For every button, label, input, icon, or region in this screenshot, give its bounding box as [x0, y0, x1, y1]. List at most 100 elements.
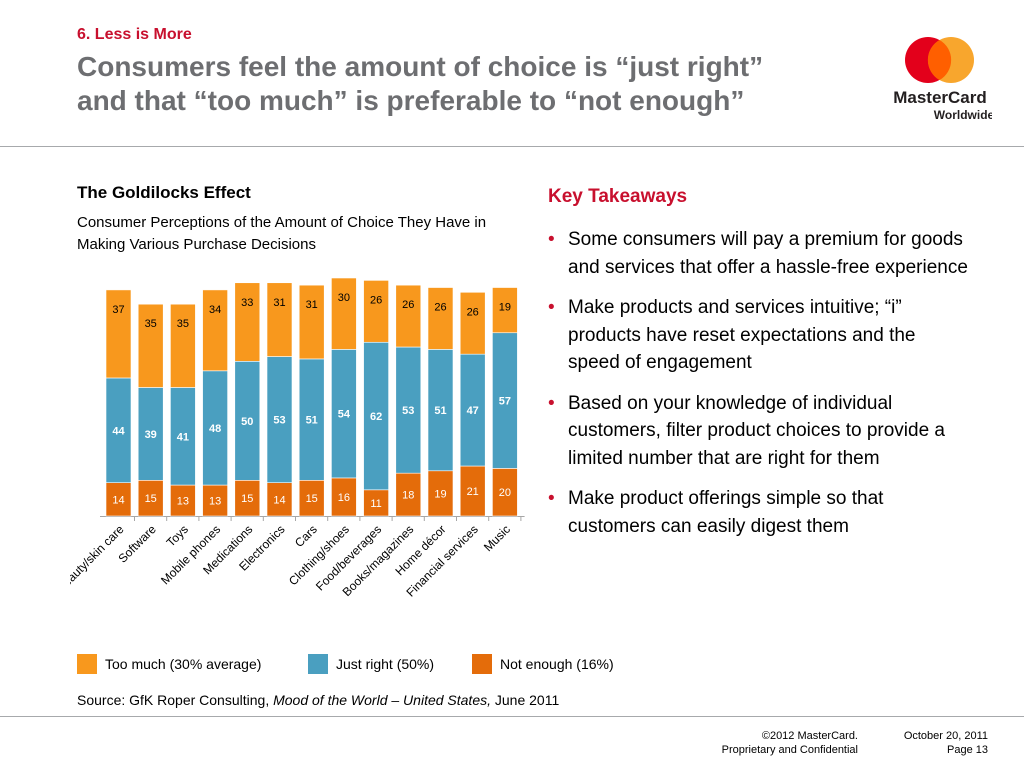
bar-just-right-mobile-phones — [202, 370, 228, 486]
bar-just-right-medications — [234, 361, 261, 481]
data-label-too-much-financial-services: 26 — [467, 306, 479, 318]
bar-too-much-music — [492, 287, 518, 334]
legend-label-just-right: Just right (50%) — [336, 656, 435, 672]
data-label-not-enough-home-d-cor: 19 — [434, 488, 446, 500]
data-label-not-enough-food-beverages: 11 — [370, 498, 381, 510]
x-tick-label-toys: Toys — [164, 522, 191, 549]
confidential-text: Proprietary and Confidential — [721, 744, 858, 756]
data-label-just-right-mobile-phones: 48 — [209, 423, 221, 435]
legend-swatch-not-enough — [472, 654, 492, 674]
data-label-just-right-medications: 50 — [241, 416, 253, 428]
source-prefix: Source: GfK Roper Consulting, — [77, 692, 274, 708]
legend-swatch-just-right — [308, 654, 328, 674]
takeaway-text: Some consumers will pay a premium for go… — [568, 229, 968, 278]
data-label-too-much-music: 19 — [499, 302, 511, 314]
header-divider — [0, 146, 1024, 147]
bar-too-much-electronics — [266, 282, 293, 357]
data-label-too-much-home-d-cor: 26 — [434, 302, 446, 314]
legend-label-too-much: Too much (30% average) — [105, 656, 262, 672]
data-label-too-much-toys: 35 — [177, 318, 189, 330]
data-label-not-enough-financial-services: 21 — [467, 486, 479, 498]
bar-just-right-electronics — [266, 356, 293, 483]
data-label-too-much-books-magazines: 26 — [402, 299, 414, 311]
data-label-not-enough-software: 15 — [145, 493, 157, 505]
bar-not-enough-cars — [298, 480, 325, 517]
bar-too-much-clothing-shoes — [331, 277, 357, 350]
takeaway-text: Make products and services intuitive; “i… — [568, 297, 916, 373]
page-number: Page 13 — [947, 744, 988, 756]
section-label: 6. Less is More — [77, 26, 192, 43]
bar-just-right-financial-services — [459, 353, 486, 467]
data-label-too-much-software: 35 — [145, 318, 157, 330]
bullet-icon: • — [548, 229, 555, 250]
data-label-just-right-financial-services: 47 — [467, 405, 479, 417]
takeaway-item: • Make products and services intuitive; “… — [548, 294, 968, 377]
headline-line-1: Consumers feel the amount of choice is “… — [77, 51, 764, 82]
chart-title: The Goldilocks Effect — [77, 183, 251, 202]
date-text: October 20, 2011 — [903, 730, 988, 742]
logo-wordmark: MasterCard — [893, 88, 987, 107]
data-label-not-enough-beauty-skin-care: 14 — [112, 494, 124, 506]
data-label-just-right-clothing-shoes: 54 — [338, 409, 351, 421]
takeaways-list: • Some consumers will pay a premium for g… — [548, 226, 968, 553]
bar-not-enough-mobile-phones — [202, 484, 228, 517]
copyright-text: ©2012 MasterCard. — [761, 730, 858, 742]
bullet-icon: • — [548, 297, 555, 318]
bar-too-much-medications — [234, 282, 261, 362]
chart-subtitle: Consumer Perceptions of the Amount of Ch… — [77, 214, 487, 253]
bar-just-right-toys — [170, 387, 196, 486]
data-label-not-enough-music: 20 — [499, 487, 511, 499]
bar-not-enough-medications — [234, 480, 261, 517]
source-note: Source: GfK Roper Consulting, Mood of th… — [77, 692, 559, 708]
bar-too-much-financial-services — [459, 291, 486, 355]
data-label-just-right-software: 39 — [145, 429, 157, 441]
data-label-not-enough-electronics: 14 — [273, 494, 285, 506]
bar-just-right-beauty-skin-care — [105, 377, 132, 483]
bar-too-much-toys — [170, 303, 196, 388]
bar-not-enough-books-magazines — [395, 472, 422, 517]
footer-date: October 20, 2011 Page 13 — [868, 729, 988, 757]
bar-too-much-beauty-skin-care — [105, 289, 132, 379]
data-label-not-enough-cars: 15 — [306, 493, 318, 505]
data-label-too-much-beauty-skin-care: 37 — [112, 304, 124, 316]
legend-item-just-right: Just right (50%) — [308, 652, 434, 676]
data-label-too-much-food-beverages: 26 — [370, 294, 382, 306]
bar-not-enough-clothing-shoes — [331, 477, 357, 517]
bar-not-enough-financial-services — [459, 465, 486, 517]
data-label-just-right-toys: 41 — [177, 431, 189, 443]
data-label-too-much-clothing-shoes: 30 — [338, 292, 350, 304]
data-label-too-much-electronics: 31 — [273, 297, 285, 309]
data-label-not-enough-mobile-phones: 13 — [209, 496, 221, 508]
chart-legend: Too much (30% average) Just right (50%) … — [77, 652, 697, 678]
takeaway-item: • Make product offerings simple so that c… — [548, 485, 968, 540]
legend-swatch-too-much — [77, 654, 97, 674]
bar-too-much-software — [137, 303, 164, 388]
bullet-icon: • — [548, 488, 555, 509]
legend-item-too-much: Too much (30% average) — [77, 652, 261, 676]
data-label-not-enough-medications: 15 — [241, 493, 253, 505]
bar-too-much-books-magazines — [395, 284, 422, 348]
bar-not-enough-music — [492, 468, 518, 517]
data-label-not-enough-clothing-shoes: 16 — [338, 492, 350, 504]
data-label-just-right-home-d-cor: 51 — [434, 405, 446, 417]
footer-copyright: ©2012 MasterCard. Proprietary and Confid… — [668, 729, 858, 757]
data-label-just-right-beauty-skin-care: 44 — [112, 425, 125, 437]
headline-line-2: and that “too much” is preferable to “no… — [77, 85, 745, 116]
data-label-too-much-cars: 31 — [306, 299, 318, 311]
data-label-not-enough-books-magazines: 18 — [402, 490, 414, 502]
logo-overlap — [927, 40, 952, 80]
bar-just-right-cars — [298, 358, 325, 481]
bar-not-enough-software — [137, 480, 164, 517]
takeaway-text: Make product offerings simple so that cu… — [568, 488, 884, 537]
takeaway-item: • Some consumers will pay a premium for g… — [548, 226, 968, 281]
takeaway-text: Based on your knowledge of individual cu… — [568, 392, 946, 469]
bar-too-much-mobile-phones — [202, 289, 228, 372]
bar-not-enough-home-d-cor — [427, 470, 454, 517]
bullet-icon: • — [548, 392, 555, 414]
source-suffix: June 2011 — [491, 692, 560, 708]
logo-worldwide: Worldwide — [934, 108, 992, 122]
takeaway-item: • Based on your knowledge of individual c… — [548, 390, 968, 473]
bar-just-right-clothing-shoes — [331, 349, 357, 479]
bar-just-right-software — [137, 387, 164, 481]
